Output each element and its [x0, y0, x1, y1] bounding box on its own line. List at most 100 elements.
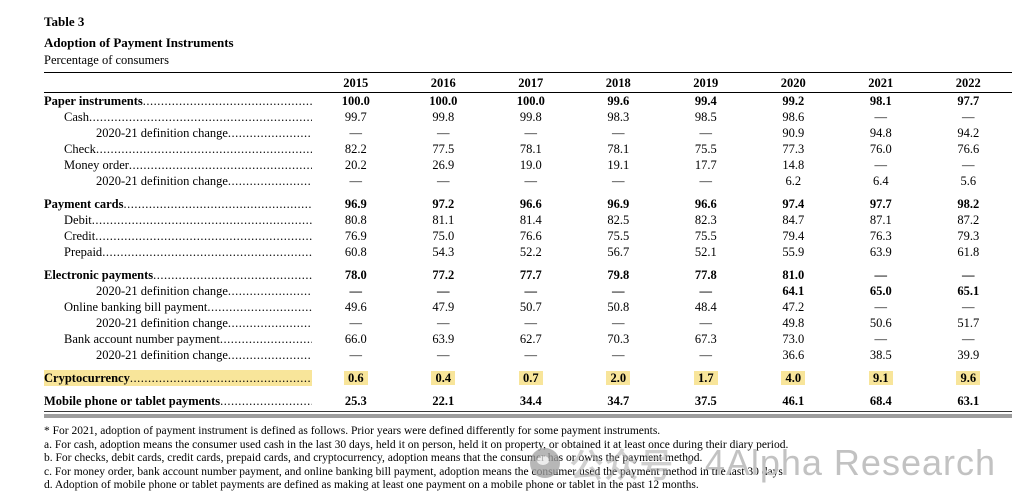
highlighted-value: 9.6: [956, 371, 981, 385]
row-label: Cryptocurrency: [44, 371, 130, 385]
year-column-header: 2018: [605, 76, 631, 90]
cell-value: 19.0: [519, 158, 542, 172]
cell-value: 81.0: [782, 268, 805, 282]
cell-value: 99.8: [519, 110, 542, 124]
highlighted-value: 9.1: [868, 371, 893, 385]
cell-value: —: [524, 126, 538, 140]
highlighted-value: 4.0: [781, 371, 806, 385]
cell-value: 99.2: [782, 94, 805, 108]
cell-value: 2.0: [575, 370, 663, 386]
cell-value: 34.7: [607, 394, 630, 408]
cell-value: 65.0: [869, 284, 892, 298]
cell-value: 47.2: [782, 300, 805, 314]
cell-value: 77.7: [519, 268, 542, 282]
dot-leader: [228, 173, 312, 189]
cell-value: 22.1: [432, 394, 455, 408]
row-label-cell: 2020-21 definition change: [44, 173, 312, 189]
cell-value: 98.3: [607, 110, 630, 124]
table-row: Cryptocurrency 0.6 0.4 0.7 2.0 1.7 4.0 9.1 9.6: [44, 370, 1012, 386]
cell-value: —: [962, 332, 975, 346]
row-label-cell: Prepaid: [44, 244, 312, 260]
table-row: Mobile phone or tablet payments 25.3 22.1 3…: [44, 393, 1012, 409]
cell-value: 96.6: [694, 197, 717, 211]
table-row: 2020-21 definition change — — — — — 6.2 6.4 5.6: [44, 173, 1012, 189]
cell-value: 82.3: [694, 213, 717, 227]
cell-value: 9.1: [837, 370, 925, 386]
dot-leader: [228, 315, 312, 331]
cell-value: 52.2: [519, 245, 542, 259]
cell-value: —: [612, 348, 625, 362]
cell-value: 76.6: [519, 229, 542, 243]
cell-value: —: [437, 284, 450, 298]
row-label: Online banking bill payment: [64, 300, 208, 314]
cell-value: 78.1: [519, 142, 542, 156]
dot-leader: [102, 244, 312, 260]
cell-value: 36.6: [782, 348, 805, 362]
cell-value: 79.8: [607, 268, 630, 282]
table-body: Paper instruments 100.0 100.0 100.0 99.6 99.4…: [44, 93, 1012, 409]
cell-value: —: [699, 284, 713, 298]
row-label: 2020-21 definition change: [96, 316, 228, 330]
cell-value: 79.3: [957, 229, 980, 243]
cell-value: —: [699, 348, 713, 362]
cell-value: 98.5: [694, 110, 717, 124]
cell-value: 60.8: [344, 245, 367, 259]
cell-value: 97.7: [869, 197, 892, 211]
table-row: 2020-21 definition change — — — — — 49.8 50.6 51…: [44, 315, 1012, 331]
highlighted-value: 2.0: [606, 371, 631, 385]
row-label: Bank account number payment: [64, 332, 220, 346]
dot-leader: [96, 141, 312, 157]
table-row: Prepaid 60.8 54.3 52.2 56.7 52.1 55.9 63.9 61.8: [44, 244, 1012, 260]
cell-value: —: [437, 316, 450, 330]
table-row: Money order 20.2 26.9 19.0 19.1 17.7 14.8 — —: [44, 157, 1012, 173]
cell-value: 97.2: [432, 197, 455, 211]
cell-value: 6.4: [872, 174, 889, 188]
table-row: 2020-21 definition change — — — — — 90.9 94.8 94…: [44, 125, 1012, 141]
table-row: Bank account number payment 66.0 63.9 62.7 7…: [44, 331, 1012, 347]
dot-leader: [228, 125, 312, 141]
cell-value: 97.4: [782, 197, 805, 211]
cell-value: 96.6: [519, 197, 542, 211]
dot-leader: [143, 93, 312, 109]
cell-value: 66.0: [344, 332, 367, 346]
cell-value: 82.5: [607, 213, 630, 227]
row-label-cell: Check: [44, 141, 312, 157]
row-label-cell: Paper instruments: [44, 93, 312, 109]
dot-leader: [228, 347, 312, 363]
cell-value: 87.1: [869, 213, 892, 227]
cell-value: 48.4: [694, 300, 717, 314]
row-label-cell: Money order: [44, 157, 312, 173]
cell-value: 75.0: [432, 229, 455, 243]
cell-value: 34.4: [519, 394, 542, 408]
page-title: Adoption of Payment Instruments: [44, 35, 234, 50]
table-number: Table 3: [44, 14, 85, 29]
year-header-row: 2015 2016 2017 2018 2019 2020 2021 2022: [44, 72, 1012, 93]
cell-value: 75.5: [607, 229, 630, 243]
row-label: Credit: [64, 229, 96, 243]
table-row: Payment cards 96.9 97.2 96.6 96.9 96.6 97.4 97.…: [44, 196, 1012, 212]
cell-value: 63.9: [869, 245, 892, 259]
cell-value: 63.1: [957, 394, 980, 408]
cell-value: —: [962, 300, 975, 314]
cell-value: 47.9: [432, 300, 455, 314]
cell-value: 99.6: [607, 94, 630, 108]
cell-value: 0.4: [400, 370, 488, 386]
row-label: 2020-21 definition change: [96, 174, 228, 188]
row-label-cell: 2020-21 definition change: [44, 315, 312, 331]
highlighted-value: 0.7: [518, 371, 543, 385]
table-row: Credit 76.9 75.0 76.6 75.5 75.5 79.4 76.3 79.3: [44, 228, 1012, 244]
cell-value: 77.3: [782, 142, 805, 156]
cell-value: —: [437, 348, 450, 362]
footnote: c. For money order, bank account number …: [44, 465, 786, 478]
cell-value: 75.5: [694, 229, 717, 243]
table-row: 2020-21 definition change — — — — — 36.6 38.5 39…: [44, 347, 1012, 363]
year-column-header: 2015: [343, 76, 369, 90]
cell-value: 67.3: [694, 332, 717, 346]
row-label-cell: Bank account number payment: [44, 331, 312, 347]
cell-value: 99.7: [344, 110, 367, 124]
cell-value: —: [349, 348, 363, 362]
cell-value: 80.8: [344, 213, 367, 227]
dot-leader: [220, 331, 312, 347]
row-label: 2020-21 definition change: [96, 348, 228, 362]
cell-value: —: [437, 174, 450, 188]
